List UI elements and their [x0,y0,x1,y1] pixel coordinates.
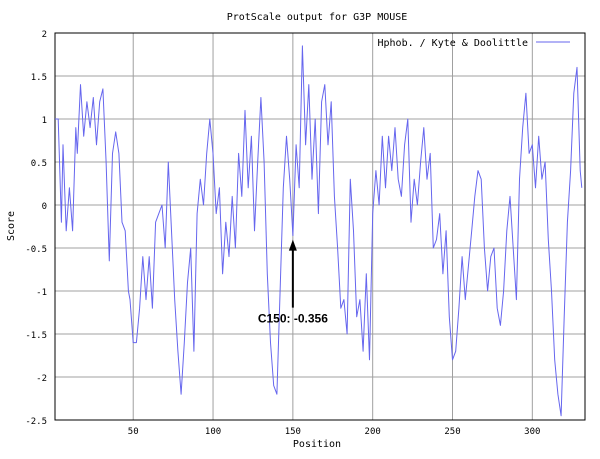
x-tick-label: 100 [205,427,221,437]
x-tick-label: 150 [285,427,301,437]
x-axis-ticks: 50 100 150 200 250 300 [128,427,541,437]
legend-label: Hphob. / Kyte & Doolittle [377,38,528,49]
y-tick-label: -2.5 [25,417,47,427]
annotation-label: C150: -0.356 [258,312,328,326]
series-layer [55,45,583,417]
y-tick-label: 2 [42,30,47,40]
annotation-layer: C150: -0.356 [258,239,328,326]
y-tick-label: -0.5 [25,245,47,255]
plot-frame [54,32,586,421]
x-tick-label: 200 [365,427,381,437]
y-tick-label: 1 [42,116,47,126]
y-tick-label: 0 [42,202,47,212]
x-tick-label: 50 [128,427,139,437]
y-tick-label: -1.5 [25,331,47,341]
x-axis-label: Position [293,439,341,450]
y-tick-label: -2 [36,374,47,384]
annotation-arrow-head [288,239,297,251]
series-line [55,45,583,417]
y-axis-label: Score [6,211,17,241]
x-tick-label: 300 [524,427,540,437]
y-tick-label: -1 [36,288,47,298]
grid [55,32,585,421]
chart-title: ProtScale output for G3P MOUSE [227,12,408,23]
y-tick-label: 1.5 [31,73,47,83]
y-axis-ticks: -2.5 -2 -1.5 -1 -0.5 0 0.5 1 1.5 2 [25,30,47,427]
x-tick-label: 250 [444,427,460,437]
y-tick-label: 0.5 [31,159,47,169]
legend: Hphob. / Kyte & Doolittle [377,38,570,49]
